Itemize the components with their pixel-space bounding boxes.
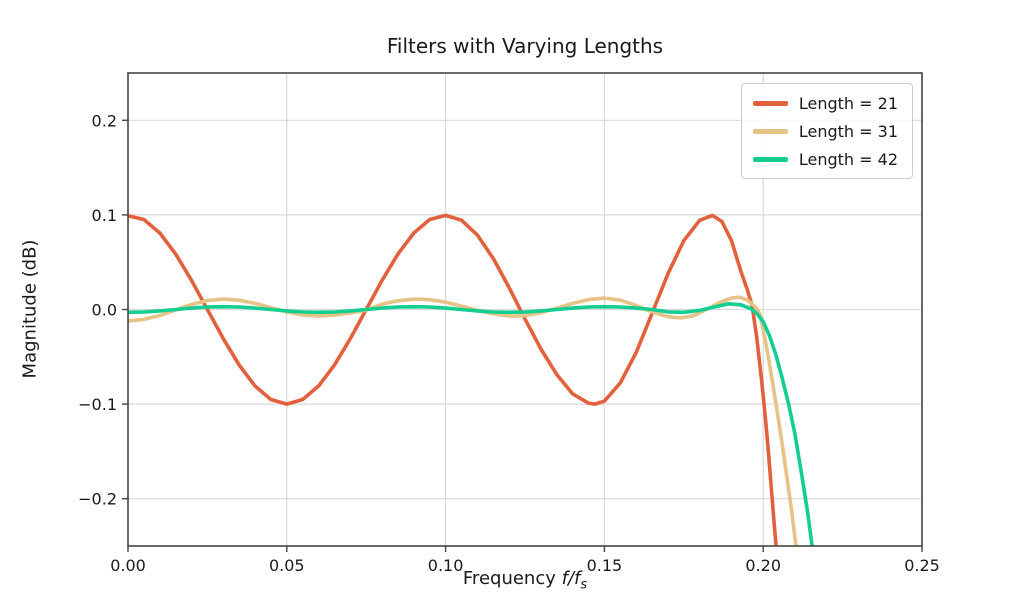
- legend-label-1: Length = 31: [798, 121, 898, 141]
- x-tick-label: 0.00: [110, 556, 146, 575]
- legend-swatch-2: [752, 156, 788, 162]
- legend-label-2: Length = 42: [798, 149, 898, 169]
- x-tick-label: 0.25: [904, 556, 940, 575]
- legend-label-0: Length = 21: [798, 93, 898, 113]
- x-axis-label-math: f/f: [561, 568, 581, 589]
- x-axis-label-subscript: s: [580, 577, 588, 593]
- y-tick-label: −0.1: [78, 395, 117, 414]
- x-tick-label: 0.05: [269, 556, 305, 575]
- legend-item-0: Length = 21: [752, 93, 898, 113]
- legend-item-2: Length = 42: [752, 149, 898, 169]
- y-tick-label: 0.1: [92, 206, 117, 225]
- y-tick-label: 0.2: [92, 111, 117, 130]
- x-axis-label-text: Frequency: [462, 568, 562, 589]
- y-tick-label: 0.0: [92, 301, 117, 320]
- series-line-1: [128, 295, 798, 546]
- series-line-0: [128, 213, 778, 546]
- y-tick-label: −0.2: [78, 490, 117, 509]
- x-axis-label: Frequency f/fs: [128, 568, 922, 593]
- legend-swatch-0: [752, 100, 788, 106]
- legend-swatch-1: [752, 128, 788, 134]
- x-tick-label: 0.20: [745, 556, 781, 575]
- series-line-2: [128, 301, 814, 546]
- x-tick-label: 0.10: [428, 556, 464, 575]
- legend: Length = 21 Length = 31 Length = 42: [740, 83, 913, 179]
- legend-item-1: Length = 31: [752, 121, 898, 141]
- x-tick-label: 0.15: [587, 556, 623, 575]
- chart-title: Filters with Varying Lengths: [386, 34, 664, 58]
